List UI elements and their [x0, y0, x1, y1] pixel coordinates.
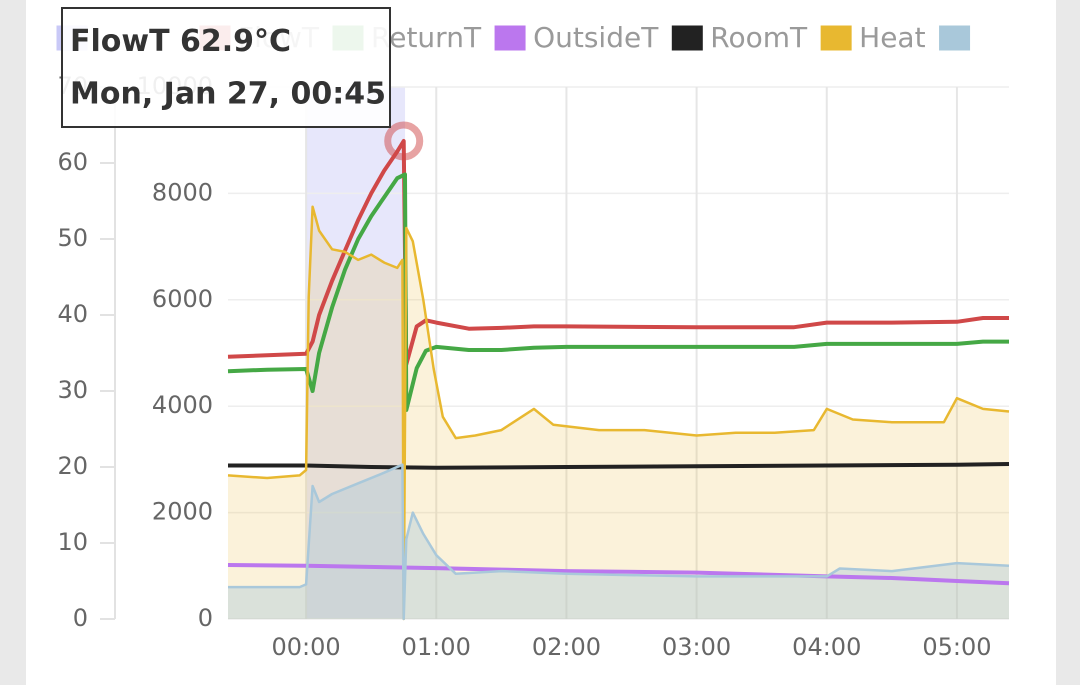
highlight-band — [306, 87, 406, 619]
legend-label: RoomT — [710, 21, 808, 54]
y-tick-label: 50 — [57, 224, 88, 252]
tooltip-marker — [384, 121, 424, 161]
x-tick-label: 05:00 — [922, 633, 991, 661]
line — [227, 563, 1010, 586]
line — [227, 139, 1009, 367]
legend-swatch — [668, 22, 706, 54]
x-tick-label: 00:00 — [272, 633, 341, 661]
y-tick-label: 30 — [57, 376, 88, 404]
legend-swatch — [491, 22, 529, 54]
x-tick-label: 01:00 — [402, 633, 471, 661]
y2-tick-label: 4000 — [152, 391, 213, 419]
legend-swatch — [936, 22, 974, 54]
tooltip-value: FlowT 62.9°C — [70, 24, 291, 59]
y-tick-label: 10 — [57, 528, 88, 556]
y2-tick-label: 6000 — [152, 285, 213, 313]
legend-swatch — [817, 22, 855, 54]
y-tick-label: 60 — [57, 148, 88, 176]
x-tick-label: 03:00 — [662, 633, 731, 661]
x-tick-label: 02:00 — [532, 633, 601, 661]
legend-label: OutsideT — [533, 21, 659, 54]
y2-tick-label: 8000 — [152, 178, 213, 206]
area — [228, 464, 1009, 619]
area — [228, 206, 1009, 619]
y-tick-label: 40 — [57, 300, 88, 328]
tooltip-time: Mon, Jan 27, 00:45 — [70, 77, 386, 112]
plot: 010203040506070020004000600080001000000:… — [57, 72, 1010, 661]
tooltip: FlowT 62.9°C Mon, Jan 27, 00:45 — [61, 7, 391, 128]
tooltip-series: FlowT — [70, 24, 170, 59]
y-tick-label: 0 — [73, 604, 88, 632]
x-tick-label: 04:00 — [792, 633, 861, 661]
line — [227, 172, 1009, 412]
legend-label: Heat — [859, 21, 925, 54]
y2-tick-label: 2000 — [152, 498, 213, 526]
tooltip-box — [61, 7, 391, 128]
line — [228, 463, 1010, 621]
line — [228, 462, 1010, 470]
y2-tick-label: 0 — [198, 604, 213, 632]
tooltip-value-label: 62.9°C — [180, 24, 291, 59]
y-tick-label: 20 — [57, 452, 88, 480]
line — [227, 205, 1010, 621]
